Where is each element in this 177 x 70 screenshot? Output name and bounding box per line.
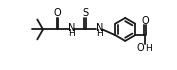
Text: H: H <box>96 29 103 38</box>
Text: S: S <box>82 8 88 18</box>
Text: N: N <box>96 23 103 33</box>
Text: O: O <box>54 8 61 18</box>
Text: N: N <box>68 23 75 33</box>
Text: H: H <box>68 29 75 38</box>
Text: O: O <box>137 43 144 53</box>
Text: O: O <box>141 16 149 26</box>
Text: H: H <box>145 44 152 53</box>
